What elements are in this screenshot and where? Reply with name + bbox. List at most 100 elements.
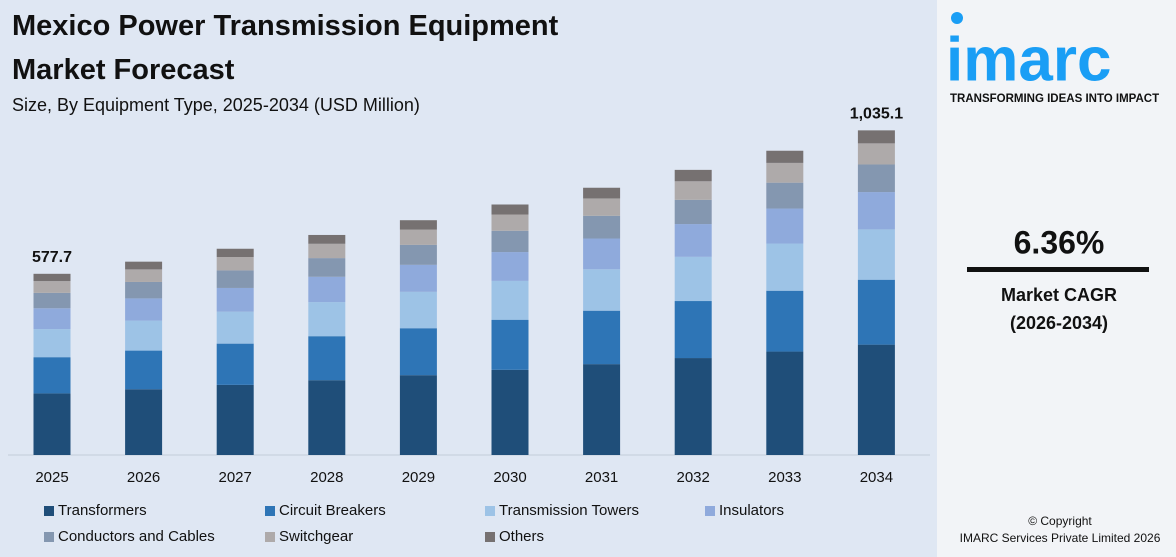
bar-segment [583, 310, 621, 365]
bar-segment [674, 181, 712, 200]
cagr-rule [967, 267, 1149, 272]
bar-segment [491, 214, 529, 231]
bar-segment [216, 343, 254, 385]
legend-label: Transmission Towers [499, 502, 639, 519]
bar-segment [674, 224, 712, 257]
bar-segment [766, 351, 804, 455]
bar-segment [583, 238, 621, 270]
bar-segment [857, 164, 895, 193]
legend-swatch [485, 506, 495, 516]
bar-segment [674, 199, 712, 225]
bar-segment [33, 281, 71, 293]
copyright: © Copyright [1028, 514, 1092, 528]
bar-segment [33, 292, 71, 309]
bar-segment [399, 291, 437, 329]
bar-segment [399, 229, 437, 245]
bar-segment [308, 234, 346, 244]
bar-segment [766, 150, 804, 163]
bar-segment [399, 328, 437, 376]
logo-dot [951, 12, 963, 24]
bar-segment [33, 329, 71, 358]
bar-segment [308, 336, 346, 381]
bar-segment [125, 281, 163, 299]
bar-segment [33, 308, 71, 330]
sidebar-background [937, 0, 1176, 557]
legend-label: Transformers [58, 502, 147, 519]
legend-swatch [265, 506, 275, 516]
bar-segment [857, 229, 895, 280]
bar-segment [125, 261, 163, 270]
legend-label: Conductors and Cables [58, 528, 215, 545]
bar-segment [125, 350, 163, 390]
bar-segment [399, 375, 437, 455]
bar-segment [857, 279, 895, 345]
bar-segment [674, 169, 712, 182]
bar-segment [491, 230, 529, 253]
bar-segment [216, 287, 254, 312]
bar-segment [491, 204, 529, 215]
bar-segment [399, 220, 437, 230]
bar-segment [583, 215, 621, 239]
bar-segment [583, 364, 621, 455]
legend-label: Circuit Breakers [279, 502, 386, 519]
cagr-label: Market CAGR [1001, 285, 1117, 305]
cagr-value: 6.36% [1014, 224, 1105, 260]
bar-segment [33, 393, 71, 455]
chart-subtitle: Size, By Equipment Type, 2025-2034 (USD … [12, 95, 420, 115]
legend-label: Others [499, 528, 544, 545]
x-tick-label: 2033 [768, 469, 801, 486]
bar-segment [308, 380, 346, 455]
bar-segment [33, 357, 71, 394]
bar-segment [491, 280, 529, 320]
chart-title: Mexico Power Transmission Equipment Marke… [12, 10, 559, 86]
bar-segment [216, 311, 254, 344]
bar-segment [766, 182, 804, 209]
bar-segment [674, 301, 712, 359]
bar-segment [674, 358, 712, 455]
legend-swatch [705, 506, 715, 516]
bar-segment [308, 258, 346, 277]
company: IMARC Services Private Limited 2026 [960, 531, 1161, 545]
x-tick-label: 2031 [585, 469, 618, 486]
x-tick-label: 2029 [402, 469, 435, 486]
tagline: TRANSFORMING IDEAS INTO IMPACT [950, 93, 1159, 105]
bar-segment [583, 269, 621, 311]
bar-segment [125, 298, 163, 321]
legend-swatch [44, 532, 54, 542]
bar-segment [857, 344, 895, 455]
x-tick-label: 2034 [860, 469, 893, 486]
bar-segment [766, 208, 804, 244]
bar-segment [857, 130, 895, 144]
bar-segment [857, 192, 895, 230]
bar-segment [491, 252, 529, 281]
bar-segment [399, 264, 437, 292]
bar-segment [125, 269, 163, 282]
x-tick-label: 2028 [310, 469, 343, 486]
bar-segment [857, 143, 895, 165]
bar-segment [491, 369, 529, 455]
x-tick-label: 2030 [493, 469, 526, 486]
legend-swatch [265, 532, 275, 542]
logo: imarc [946, 25, 1111, 94]
bar-segment [216, 384, 254, 455]
x-tick-label: 2026 [127, 469, 160, 486]
bar-segment [33, 273, 71, 282]
total-label: 1,035.1 [850, 106, 903, 123]
bar-segment [216, 248, 254, 258]
bar-segment [216, 257, 254, 271]
bar-segment [766, 290, 804, 352]
bar-segment [125, 389, 163, 455]
bar-segment [766, 243, 804, 291]
x-tick-label: 2025 [35, 469, 68, 486]
bar-segment [216, 270, 254, 288]
legend-swatch [44, 506, 54, 516]
legend-label: Switchgear [279, 528, 353, 545]
total-label: 577.7 [32, 249, 72, 266]
bar-segment [491, 319, 529, 370]
bar-segment [766, 162, 804, 183]
bar-segment [674, 256, 712, 302]
bar-segment [308, 302, 346, 337]
bar-segment [399, 244, 437, 265]
x-tick-label: 2027 [219, 469, 252, 486]
